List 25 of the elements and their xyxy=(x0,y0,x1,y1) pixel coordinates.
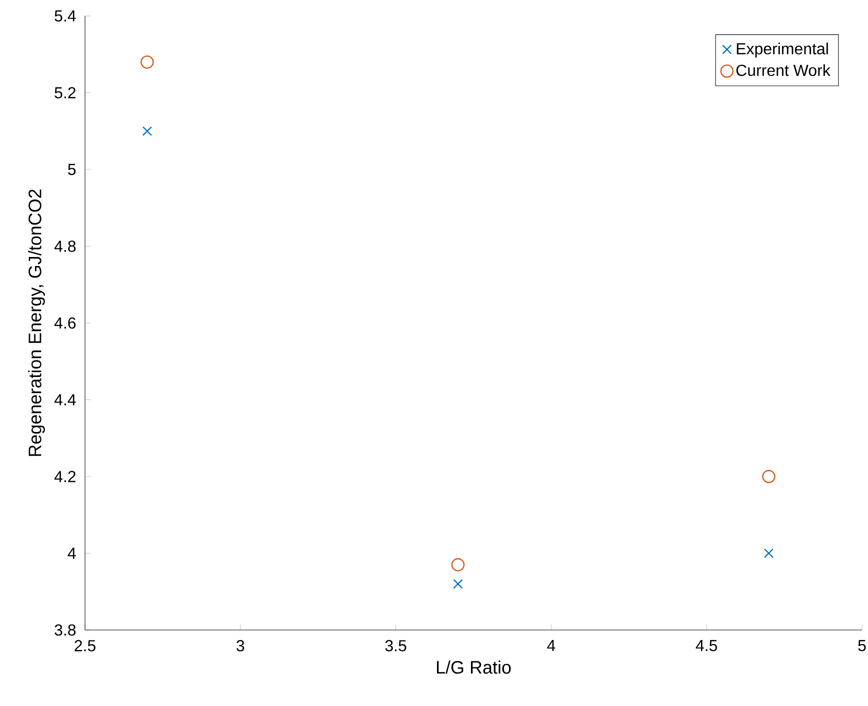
x-tick-label: 4.5 xyxy=(696,640,718,652)
x-tick-label: 4 xyxy=(547,640,556,652)
point xyxy=(140,55,154,69)
legend-label: Current Work xyxy=(736,64,830,76)
legend-label: Experimental xyxy=(736,42,828,58)
y-tick-label: 4.4 xyxy=(54,394,76,406)
y-tick-label: 5 xyxy=(68,164,76,176)
point xyxy=(451,558,465,572)
y-tick-label: 4.2 xyxy=(54,470,76,482)
point xyxy=(764,548,774,558)
y-tick-label: 4.8 xyxy=(54,240,76,252)
point xyxy=(762,470,776,484)
x-tick-label: 3.5 xyxy=(385,640,406,652)
point xyxy=(142,126,152,136)
x-axis-title: L/G Ratio xyxy=(436,660,511,674)
x-tick-label: 3 xyxy=(236,640,244,652)
y-tick-label: 4 xyxy=(68,548,76,559)
y-tick-label: 5.4 xyxy=(54,10,76,22)
point xyxy=(453,579,463,589)
x-tick-label: 2.5 xyxy=(74,640,96,652)
y-tick-label: 3.8 xyxy=(54,624,76,636)
y-tick-label: 5.2 xyxy=(54,87,76,98)
y-axis-title: Regeneration Energy, GJ/tonCO2 xyxy=(28,190,45,456)
x-tick-label: 5 xyxy=(858,640,866,652)
y-tick-label: 4.6 xyxy=(54,317,76,329)
